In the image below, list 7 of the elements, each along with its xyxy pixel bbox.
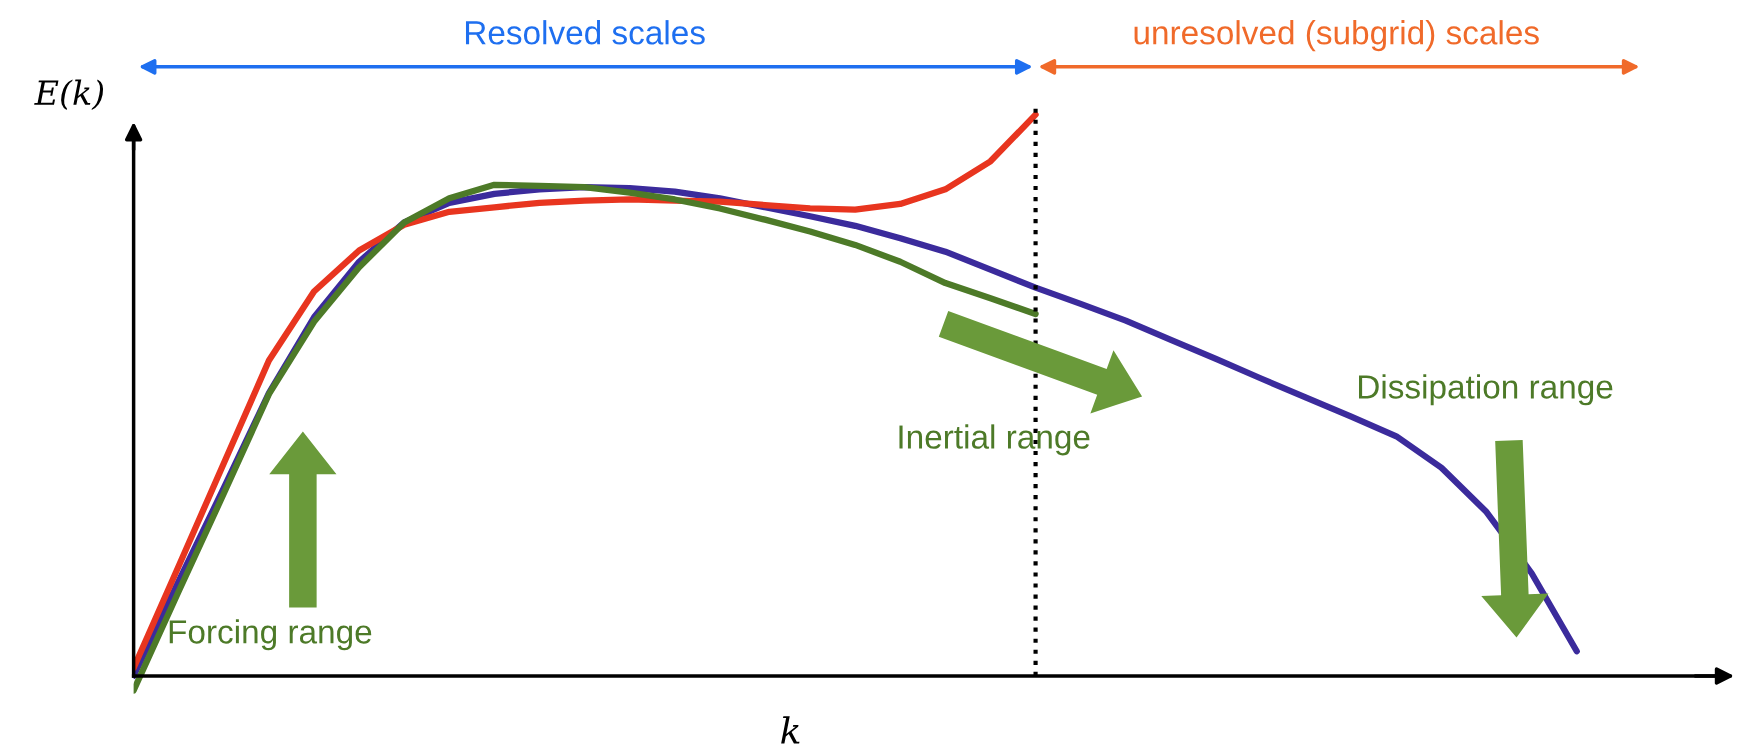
y-axis-title: E(k)	[34, 79, 104, 110]
text: unresolved (subgrid) scales	[1134, 20, 1539, 52]
text: Resolved scales	[465, 20, 705, 45]
x-axis-title: k	[781, 716, 800, 744]
annotation: Forcing range	[169, 619, 372, 651]
annotation: Dissipation range	[1359, 374, 1613, 406]
annotation: Inertial range	[899, 424, 1090, 456]
